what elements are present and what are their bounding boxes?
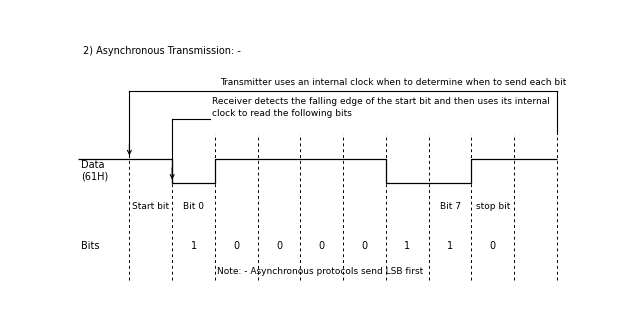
Text: Bit 0: Bit 0 bbox=[183, 202, 204, 210]
Text: Receiver detects the falling edge of the start bit and then uses its internal
cl: Receiver detects the falling edge of the… bbox=[213, 97, 551, 118]
Text: Note: - Asynchronous protocols send LSB first: Note: - Asynchronous protocols send LSB … bbox=[218, 267, 424, 276]
Text: 2) Asynchronous Transmission: -: 2) Asynchronous Transmission: - bbox=[83, 46, 241, 56]
Text: 1: 1 bbox=[447, 241, 453, 251]
Text: Bits: Bits bbox=[81, 241, 99, 251]
Text: Transmitter uses an internal clock when to determine when to send each bit: Transmitter uses an internal clock when … bbox=[220, 78, 566, 87]
Text: stop bit: stop bit bbox=[476, 202, 510, 210]
Text: 0: 0 bbox=[319, 241, 325, 251]
Text: Bit 7: Bit 7 bbox=[440, 202, 461, 210]
Text: 0: 0 bbox=[362, 241, 367, 251]
Text: Start bit: Start bit bbox=[132, 202, 169, 210]
Text: 1: 1 bbox=[404, 241, 411, 251]
Text: Data
(61H): Data (61H) bbox=[81, 160, 108, 182]
Text: 1: 1 bbox=[191, 241, 197, 251]
Text: 0: 0 bbox=[276, 241, 282, 251]
Text: 0: 0 bbox=[490, 241, 496, 251]
Text: 0: 0 bbox=[233, 241, 240, 251]
